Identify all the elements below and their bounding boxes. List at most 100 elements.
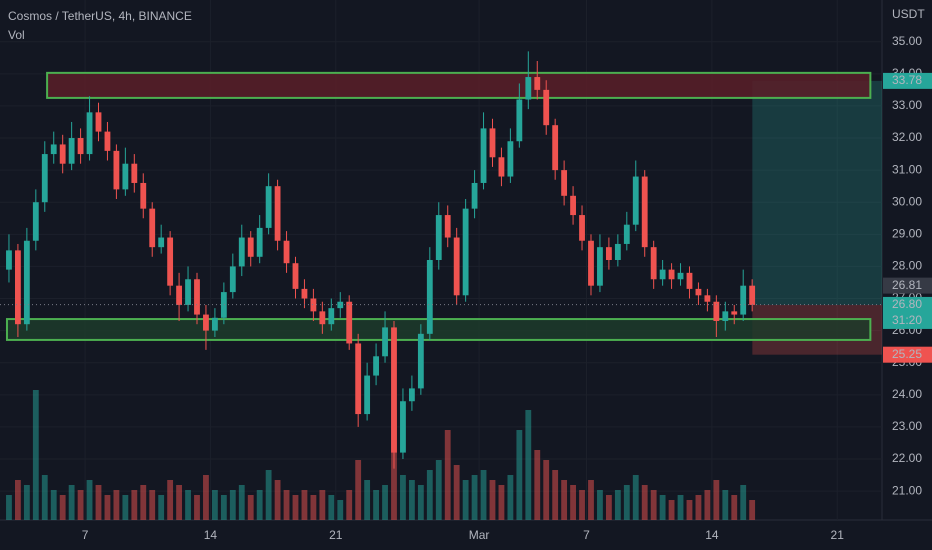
- volume-bar: [659, 495, 666, 520]
- candle-body: [131, 163, 138, 183]
- candle-body: [471, 182, 478, 209]
- volume-bar: [77, 490, 84, 520]
- volume-bar: [561, 480, 568, 520]
- candle-body: [158, 237, 165, 248]
- y-tick-label: 21.00: [892, 483, 922, 497]
- volume-bar: [220, 495, 227, 520]
- volume-bar: [50, 490, 57, 520]
- candle-body: [310, 298, 317, 312]
- candle-body: [704, 295, 711, 302]
- volume-bar: [534, 450, 541, 520]
- candle-body: [713, 301, 720, 321]
- candle-body: [41, 154, 48, 203]
- candle-body: [319, 311, 326, 325]
- volume-bar: [373, 490, 379, 520]
- volume-bar: [471, 475, 478, 520]
- volume-bar: [158, 495, 165, 520]
- candle-body: [292, 263, 299, 289]
- volume-bar: [516, 430, 523, 520]
- volume-bar: [650, 490, 657, 520]
- candle-body: [597, 247, 603, 286]
- candle-body: [435, 215, 442, 260]
- y-tick-label: 32.00: [892, 130, 922, 144]
- volume-bar: [740, 485, 747, 520]
- candle-body: [373, 356, 379, 376]
- candle-body: [561, 170, 568, 196]
- candle-body: [525, 77, 532, 100]
- volume-bar: [641, 485, 648, 520]
- candle-body: [623, 224, 630, 244]
- candle-body: [382, 327, 388, 357]
- candle-body: [86, 112, 93, 155]
- volume-bar: [86, 480, 93, 520]
- candle-body: [426, 260, 433, 334]
- candle-body: [677, 272, 684, 280]
- candle-body: [149, 208, 156, 248]
- volume-bar: [382, 485, 388, 520]
- candle-body: [32, 202, 39, 241]
- volume-bar: [408, 480, 415, 520]
- stop-label-box: [883, 346, 932, 363]
- x-tick-label: 7: [583, 528, 590, 542]
- candle-body: [167, 237, 174, 286]
- y-tick-label: 35.00: [892, 34, 922, 48]
- candle-body: [686, 272, 693, 289]
- candle-body: [211, 317, 218, 331]
- candle-body: [6, 250, 12, 270]
- candle-body: [543, 89, 550, 126]
- volume-bar: [68, 485, 75, 520]
- candle-body: [104, 131, 111, 151]
- candle-body: [400, 401, 406, 453]
- volume-bar: [355, 460, 362, 520]
- volume-bar: [203, 475, 209, 520]
- volume-bar: [274, 480, 281, 520]
- candle-body: [498, 157, 505, 177]
- volume-bar: [507, 475, 514, 520]
- entry-label: 26.80: [892, 297, 922, 311]
- candle-body: [534, 77, 541, 90]
- candle-body: [731, 311, 738, 315]
- volume-bar: [686, 500, 693, 520]
- candle-body: [632, 176, 639, 225]
- volume-bar: [605, 495, 612, 520]
- volume-bar: [301, 490, 308, 520]
- volume-label: Vol: [8, 28, 25, 42]
- candle-body: [552, 125, 559, 171]
- candle-body: [229, 266, 236, 293]
- candle-body: [14, 250, 21, 325]
- volume-bar: [32, 390, 39, 520]
- candle-body: [77, 138, 84, 155]
- candle-body: [588, 240, 594, 286]
- candle-body: [301, 288, 308, 299]
- candle-body: [256, 227, 263, 257]
- volume-bar: [677, 495, 684, 520]
- target-label: 33.78: [892, 73, 922, 87]
- volume-bar: [292, 495, 299, 520]
- candle-body: [489, 128, 496, 158]
- volume-bar: [337, 500, 344, 520]
- x-tick-label: Mar: [469, 528, 490, 542]
- volume-bar: [543, 460, 550, 520]
- volume-bar: [579, 490, 585, 520]
- volume-bar: [480, 470, 487, 520]
- candle-body: [668, 269, 675, 280]
- volume-bar: [695, 495, 702, 520]
- candle-body: [283, 240, 290, 264]
- volume-bar: [131, 490, 138, 520]
- candle-body: [570, 195, 576, 216]
- candle-body: [749, 285, 756, 305]
- stop-label: 25.25: [892, 347, 922, 361]
- candle-body: [516, 99, 523, 142]
- volume-bar: [623, 485, 630, 520]
- volume-bar: [113, 490, 120, 520]
- volume-bar: [211, 490, 218, 520]
- chart-title: Cosmos / TetherUS, 4h, BINANCE: [8, 9, 192, 23]
- candle-body: [364, 375, 371, 415]
- volume-bar: [176, 485, 182, 520]
- currency-label: USDT: [892, 7, 925, 21]
- candle-body: [417, 333, 424, 389]
- volume-bar: [489, 480, 496, 520]
- zone: [46, 71, 872, 99]
- volume-bar: [256, 490, 263, 520]
- volume-bar: [149, 490, 156, 520]
